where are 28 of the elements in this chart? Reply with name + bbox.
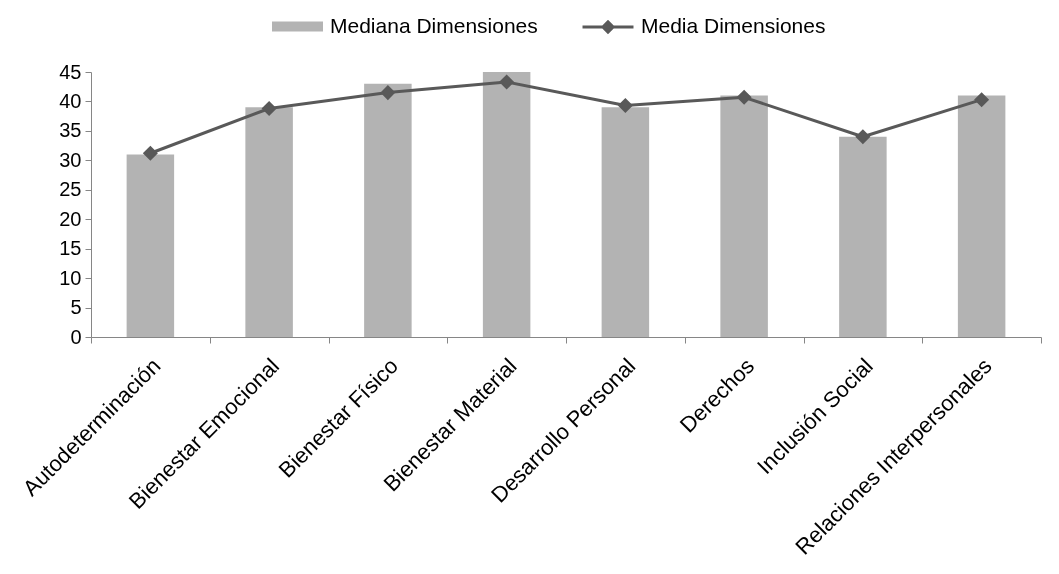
bar [957, 95, 1006, 337]
point [737, 90, 752, 105]
legend-label: Media Dimensiones [641, 14, 826, 37]
y-tick-label: 0 [70, 325, 82, 348]
y-tick-label: 20 [59, 207, 82, 230]
bar [482, 72, 531, 337]
y-tick-label: 40 [59, 89, 82, 112]
bar [601, 107, 650, 337]
y-tick-label: 45 [59, 60, 82, 83]
y-tick-label: 10 [59, 266, 82, 289]
point [974, 92, 989, 107]
y-tick-label: 35 [59, 119, 82, 142]
bar [720, 95, 768, 337]
y-tick-label: 25 [59, 178, 82, 201]
bar [839, 136, 887, 337]
y-tick-label: 15 [59, 237, 82, 260]
point [380, 85, 395, 100]
point [618, 98, 633, 113]
point [855, 129, 870, 144]
bar [245, 107, 293, 337]
legend-label: Mediana Dimensiones [330, 13, 538, 37]
y-tick-label: 30 [59, 148, 82, 171]
point [499, 74, 514, 90]
point [262, 101, 277, 116]
bar [126, 154, 175, 337]
y-tick-label: 5 [70, 296, 82, 319]
bar [364, 83, 412, 337]
point [143, 146, 158, 161]
